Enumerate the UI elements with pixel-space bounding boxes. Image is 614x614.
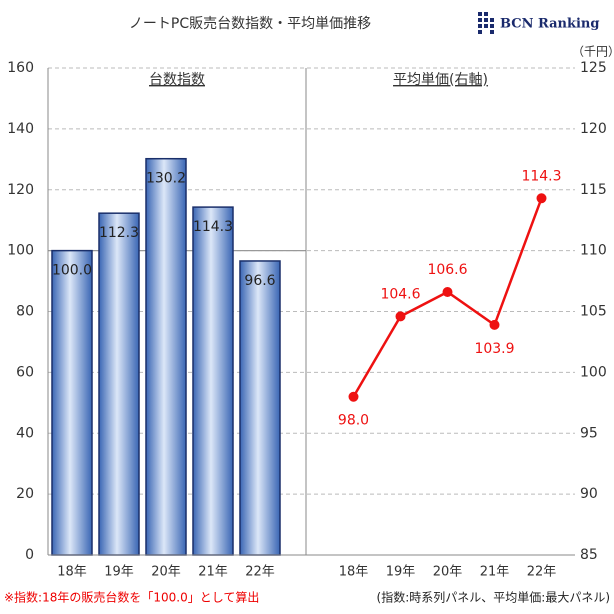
y2-tick-label: 115 — [580, 182, 607, 198]
bar — [51, 249, 93, 556]
data-label: 114.3 — [521, 168, 561, 184]
x-tick-label: 21年 — [480, 565, 510, 580]
data-label: 104.6 — [380, 286, 420, 302]
bar — [239, 260, 281, 556]
y-tick-label: 40 — [16, 425, 34, 441]
y2-tick-label: 105 — [580, 304, 607, 320]
data-label: 106.6 — [427, 262, 467, 278]
data-label: 98.0 — [338, 413, 369, 429]
x-tick-label: 18年 — [339, 565, 369, 580]
marker — [536, 193, 547, 204]
marker — [395, 311, 406, 322]
x-tick-label: 19年 — [386, 565, 416, 580]
marker — [442, 287, 453, 298]
data-label: 103.9 — [474, 341, 514, 357]
data-label: 100.0 — [52, 263, 92, 279]
footnote: ※指数:18年の販売台数を「100.0」として算出 — [4, 590, 259, 605]
footnote: (指数:時系列パネル、平均単価:最大パネル) — [377, 590, 610, 605]
y-tick-label: 20 — [16, 486, 34, 502]
bar — [145, 157, 187, 556]
logo: BCN Ranking — [478, 12, 599, 34]
x-tick-label: 22年 — [527, 565, 557, 580]
data-label: 112.3 — [99, 225, 139, 241]
y2-unit: （千円） — [572, 45, 614, 59]
x-tick-label: 20年 — [433, 565, 463, 580]
bar — [192, 206, 234, 556]
y-tick-label: 80 — [16, 304, 34, 320]
y2-tick-label: 125 — [580, 60, 607, 76]
chart-title: ノートPC販売台数指数・平均単価推移 — [129, 16, 371, 32]
panel-title: 平均単価(右軸) — [393, 72, 488, 88]
y-tick-label: 160 — [7, 60, 34, 76]
y2-tick-label: 100 — [580, 364, 607, 380]
y2-tick-label: 95 — [580, 425, 598, 441]
logo-text: BCN Ranking — [500, 17, 599, 32]
panel-title: 台数指数 — [149, 72, 205, 88]
x-tick-label: 20年 — [151, 565, 181, 580]
x-tick-label: 19年 — [104, 565, 134, 580]
y-tick-label: 0 — [25, 547, 34, 563]
bar — [98, 212, 140, 556]
x-tick-label: 21年 — [198, 565, 228, 580]
data-label: 130.2 — [146, 171, 186, 187]
y2-tick-label: 90 — [580, 486, 598, 502]
y-tick-label: 120 — [7, 182, 34, 198]
data-label: 96.6 — [244, 273, 275, 289]
y-tick-label: 140 — [7, 121, 34, 137]
y2-tick-label: 85 — [580, 547, 598, 563]
marker — [489, 319, 500, 330]
y2-tick-label: 110 — [580, 243, 607, 259]
marker — [348, 391, 359, 402]
data-label: 114.3 — [193, 219, 233, 235]
y2-tick-label: 120 — [580, 121, 607, 137]
x-tick-label: 22年 — [245, 565, 275, 580]
y-tick-label: 100 — [7, 243, 34, 259]
x-tick-label: 18年 — [57, 565, 87, 580]
y-tick-label: 60 — [16, 364, 34, 380]
